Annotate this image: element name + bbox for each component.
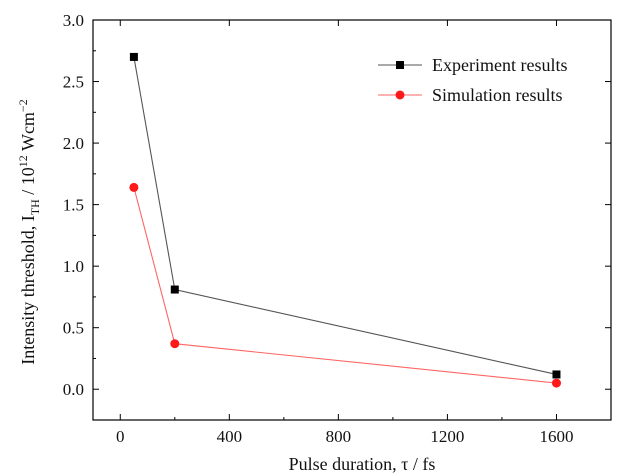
legend-marker [396, 61, 404, 69]
legend-label: Simulation results [432, 85, 563, 105]
y-tick-label: 1.5 [63, 196, 84, 215]
x-tick-label: 400 [217, 427, 243, 446]
data-point [129, 182, 139, 192]
x-axis-title: Pulse duration, τ / fs [289, 454, 436, 474]
y-axis-title-prefix: Intensity threshold, I [18, 215, 38, 364]
data-point [170, 285, 179, 294]
x-axis-ticks: 0 400 800 1200 1600 [116, 20, 573, 446]
y-tick-label: 1.0 [63, 257, 84, 276]
series-line-2 [133, 187, 557, 384]
legend-marker [395, 90, 405, 100]
y-axis-title-middle: / 10 [18, 167, 38, 199]
data-point [170, 339, 180, 349]
y-axis-title-superscript: 12 [16, 155, 30, 167]
y-tick-label: 0.0 [63, 380, 84, 399]
y-axis-title-unit-superscript: −2 [16, 99, 30, 112]
y-axis-ticks: 0.0 0.5 1.0 1.5 2.0 2.5 3.0 [63, 11, 611, 399]
x-tick-label: 1200 [430, 427, 464, 446]
y-axis-title: Intensity threshold, ITH / 1012 Wcm−2 [16, 99, 42, 364]
legend: Experiment results Simulation results [378, 55, 567, 105]
x-tick-label: 0 [116, 427, 125, 446]
x-tick-label: 1600 [539, 427, 573, 446]
y-tick-label: 2.0 [63, 134, 84, 153]
y-axis-title-subscript: TH [28, 199, 42, 215]
y-tick-label: 2.5 [63, 73, 84, 92]
x-tick-label: 800 [326, 427, 352, 446]
y-axis-title-unit: Wcm [18, 112, 38, 155]
y-tick-label: 0.5 [63, 319, 84, 338]
data-point [552, 370, 561, 379]
series-layer [129, 52, 561, 388]
data-point [129, 52, 138, 61]
legend-label: Experiment results [432, 55, 567, 75]
data-point [551, 378, 561, 388]
plot-frame [92, 19, 612, 421]
y-tick-label: 3.0 [63, 11, 84, 30]
